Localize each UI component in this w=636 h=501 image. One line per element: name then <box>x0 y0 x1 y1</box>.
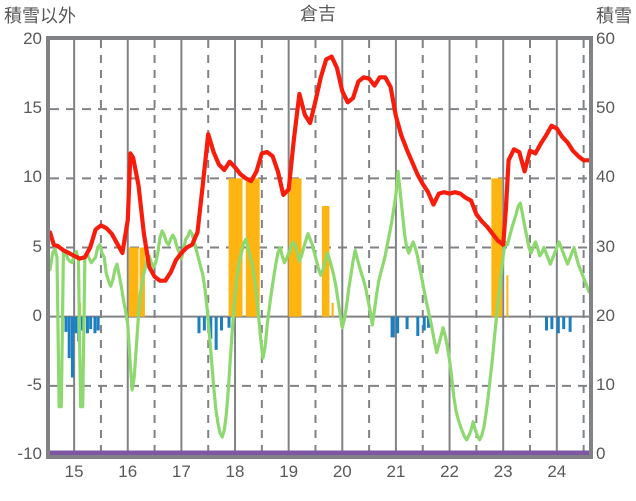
precip-bar <box>89 316 93 330</box>
precip-bar <box>556 316 560 334</box>
precip-bar <box>64 316 68 332</box>
plot-area <box>46 36 593 459</box>
precip-bar <box>550 316 554 330</box>
right-tick-label: 40 <box>596 167 615 187</box>
precip-bar <box>80 316 84 331</box>
other-element-line <box>50 169 589 442</box>
precip-bar <box>67 316 71 359</box>
x-tick-label: 16 <box>118 462 138 481</box>
precip-bar <box>214 316 218 350</box>
x-tick-label: 24 <box>547 462 567 481</box>
precip-bar <box>395 316 400 334</box>
precip-bar <box>422 316 426 331</box>
precip-bar <box>96 316 100 331</box>
precip-bar <box>220 316 224 331</box>
left-tick-label: 15 <box>23 98 42 118</box>
snow-depth-bar <box>506 275 509 317</box>
right-tick-label: 0 <box>596 444 606 463</box>
snow-depth-bar <box>491 178 503 317</box>
right-tick-label: 20 <box>596 305 615 325</box>
right-tick-label: 10 <box>596 374 615 394</box>
precip-bar <box>74 316 78 334</box>
precip-bar <box>197 316 201 334</box>
x-tick-label: 19 <box>279 462 299 481</box>
x-axis-ticks: 15 16 17 18 19 20 21 22 23 24 <box>0 462 636 492</box>
precip-bar <box>568 316 572 332</box>
snow-depth-bar <box>128 247 139 317</box>
x-tick-label: 17 <box>171 462 191 481</box>
precip-bar <box>70 316 74 378</box>
x-tick-label: 22 <box>440 462 459 481</box>
x-tick-label: 21 <box>386 462 406 481</box>
precip-bar <box>209 316 213 339</box>
precip-bar <box>390 316 395 338</box>
precip-bar <box>562 316 566 330</box>
right-axis-ticks: 60 50 40 30 20 10 0 <box>596 0 636 501</box>
right-tick-label: 30 <box>596 236 615 256</box>
snow-depth-bar <box>228 178 243 317</box>
chart-svg <box>50 40 589 455</box>
x-tick-label: 15 <box>64 462 84 481</box>
right-tick-label: 50 <box>596 98 615 118</box>
page-title: 倉吉 <box>300 4 336 24</box>
x-tick-label: 18 <box>225 462 245 481</box>
right-tick-label: 60 <box>596 29 615 48</box>
plot-canvas <box>50 40 589 455</box>
left-tick-label: 5 <box>32 236 42 256</box>
left-tick-label: 0 <box>32 305 42 325</box>
x-tick-label: 20 <box>332 462 352 481</box>
left-tick-label: 10 <box>23 167 42 187</box>
precip-bar <box>416 316 420 337</box>
left-tick-label: -10 <box>17 444 42 463</box>
right-axis-unit-label: 積雪 <box>596 6 632 26</box>
snow-depth-bar <box>331 302 334 317</box>
precip-bar <box>93 316 97 334</box>
x-tick-label: 23 <box>493 462 513 481</box>
temperature-line <box>50 54 589 283</box>
precip-bar <box>227 316 231 328</box>
left-axis-ticks: 20 15 10 5 0 -5 -10 <box>0 0 42 501</box>
precip-bar <box>427 316 431 328</box>
precip-bar <box>202 316 206 331</box>
left-axis-unit-label: 積雪以外 <box>4 6 76 26</box>
left-tick-label: -5 <box>26 374 42 394</box>
precip-bar <box>405 316 409 330</box>
precip-bar <box>545 316 549 331</box>
precip-bar <box>85 316 89 334</box>
left-tick-label: 20 <box>23 29 42 48</box>
